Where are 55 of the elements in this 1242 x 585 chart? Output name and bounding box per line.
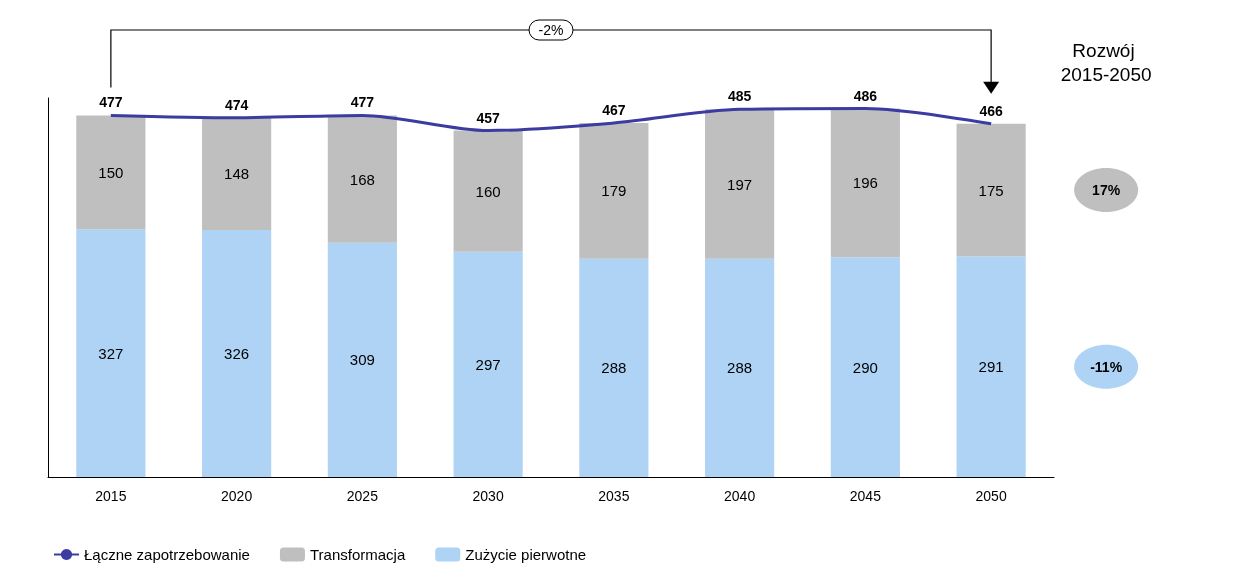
data-label: 290 xyxy=(852,358,878,376)
bar xyxy=(705,258,775,477)
legend-label: Zużycie pierwotne xyxy=(465,546,587,563)
data-label: 485 xyxy=(727,88,752,105)
data-label: 327 xyxy=(98,344,124,362)
data-label: 474 xyxy=(224,96,249,113)
data-label: 150 xyxy=(98,163,124,181)
bar xyxy=(579,123,649,259)
bar xyxy=(956,256,1026,477)
data-label: 467 xyxy=(602,102,626,119)
data-label: 309 xyxy=(349,351,375,369)
bar xyxy=(453,130,523,252)
text: Rozwój 2015-2050 xyxy=(1060,39,1152,85)
legend-label: Łączne zapotrzebowanie xyxy=(84,546,250,563)
data-label: 168 xyxy=(349,170,375,188)
data-label: 288 xyxy=(727,359,753,377)
data-label: 486 xyxy=(853,87,878,104)
data-label: 326 xyxy=(224,344,250,362)
data-label: 148 xyxy=(224,165,250,183)
data-label: 288 xyxy=(601,359,627,377)
data-label: 179 xyxy=(601,182,627,200)
data-label: 477 xyxy=(99,94,123,111)
bar xyxy=(327,115,397,243)
text: -11% xyxy=(1090,358,1123,375)
bar xyxy=(830,257,900,477)
bar xyxy=(202,117,272,230)
data-label: 466 xyxy=(979,102,1004,119)
x-tick-label: 2025 xyxy=(346,488,379,504)
bar xyxy=(830,108,900,258)
bar xyxy=(705,109,775,259)
text: 17% xyxy=(1092,182,1121,199)
x-tick-label: 2045 xyxy=(849,488,882,504)
data-label: 477 xyxy=(350,94,375,111)
bar xyxy=(956,123,1026,257)
data-label: 291 xyxy=(978,358,1004,376)
x-tick-label: 2015 xyxy=(95,488,127,504)
x-tick-label: 2050 xyxy=(975,488,1007,504)
data-label: 197 xyxy=(727,175,753,193)
bar xyxy=(76,115,146,230)
bar xyxy=(76,229,146,477)
data-label: 457 xyxy=(476,109,501,126)
data-label: 160 xyxy=(475,182,501,200)
x-tick-label: 2040 xyxy=(724,488,756,504)
x-tick-label: 2030 xyxy=(472,488,504,504)
data-label: 196 xyxy=(852,174,878,192)
x-tick-label: 2035 xyxy=(598,488,630,504)
x-tick-label: 2020 xyxy=(221,488,253,504)
data-label: 175 xyxy=(978,181,1004,199)
bar xyxy=(453,251,523,477)
data-label: 297 xyxy=(475,355,501,373)
bar xyxy=(202,229,272,477)
legend-label: Transformacja xyxy=(309,546,406,563)
bar xyxy=(579,258,649,477)
bar xyxy=(327,242,397,477)
annotation: -2% xyxy=(538,22,564,38)
